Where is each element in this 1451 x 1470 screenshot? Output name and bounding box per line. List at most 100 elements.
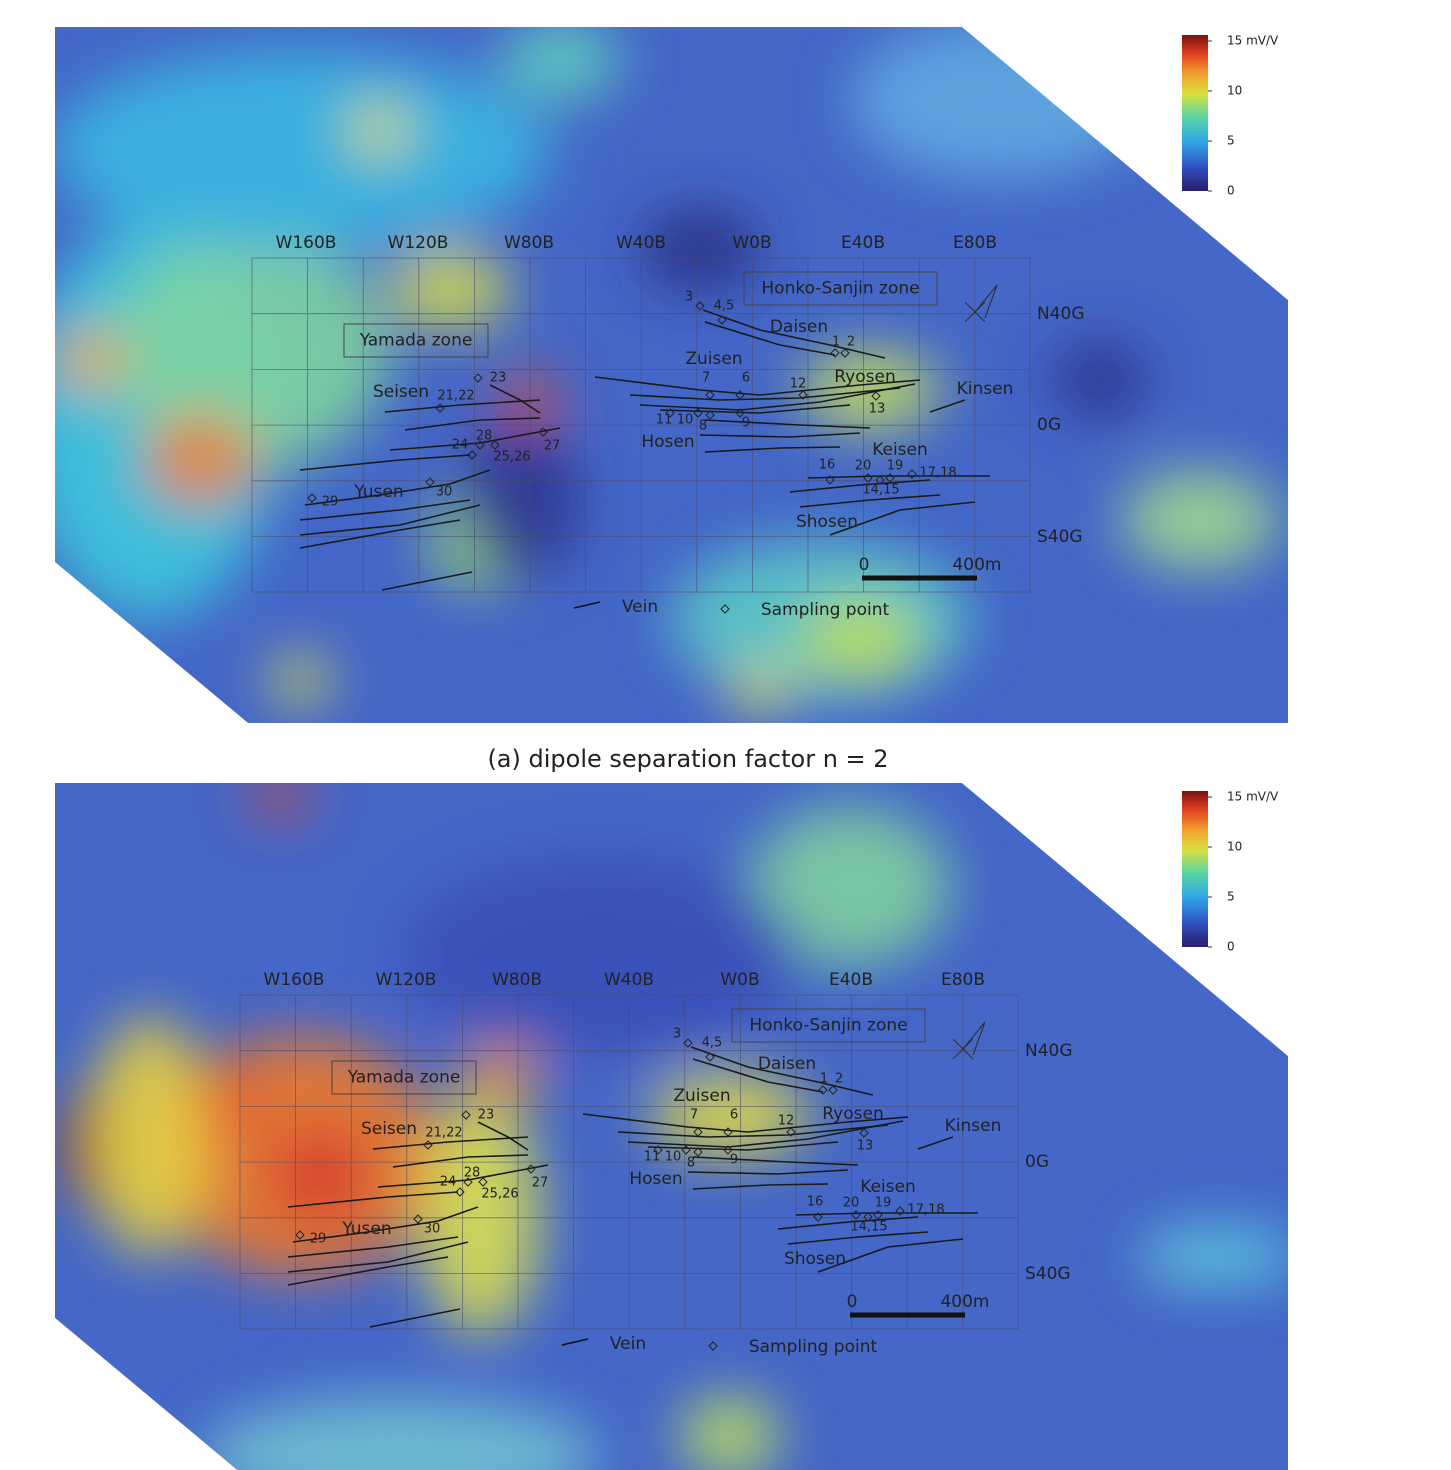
vein-line bbox=[392, 1154, 529, 1168]
grid-column-label: E40B bbox=[829, 970, 873, 990]
vein-line bbox=[777, 1216, 919, 1230]
sampling-point bbox=[295, 1230, 305, 1240]
sampling-point-label: 23 bbox=[490, 371, 507, 386]
heat-blob bbox=[800, 350, 940, 430]
sampling-point-label: 8 bbox=[687, 1156, 695, 1171]
heat-blob bbox=[270, 655, 330, 705]
sampling-point-label: 16 bbox=[819, 458, 836, 473]
sampling-point bbox=[863, 1212, 873, 1222]
grid-row-label: S40G bbox=[1025, 1264, 1071, 1284]
vein-line bbox=[787, 1231, 929, 1245]
sampling-point bbox=[705, 390, 715, 400]
sampling-point bbox=[871, 391, 881, 401]
sampling-point bbox=[840, 348, 850, 358]
heat-map bbox=[55, 783, 1288, 1470]
sampling-point-label: 10 bbox=[665, 1150, 682, 1165]
sampling-point bbox=[475, 440, 485, 450]
sampling-point bbox=[413, 1214, 423, 1224]
vein-line bbox=[594, 376, 921, 396]
vein-name: Seisen bbox=[373, 382, 429, 402]
zone-label: Yamada zone bbox=[359, 331, 473, 351]
colorbar-label: 15 mV/V bbox=[1227, 790, 1279, 804]
vein-line bbox=[687, 1169, 849, 1175]
vein-name: Keisen bbox=[860, 1177, 916, 1197]
heat-blob bbox=[110, 230, 390, 470]
heat-blob bbox=[460, 1046, 540, 1106]
zone-box bbox=[331, 1060, 477, 1095]
sampling-point-label: 27 bbox=[532, 1176, 549, 1191]
vein-line bbox=[384, 399, 541, 413]
sampling-point bbox=[693, 1127, 703, 1137]
sampling-point bbox=[735, 408, 745, 418]
scale-label: 0 bbox=[847, 1292, 858, 1312]
vein-line bbox=[304, 469, 491, 506]
grid-column-label: W80B bbox=[492, 970, 542, 990]
sampling-point-label: 14,15 bbox=[850, 1220, 887, 1235]
legend-label: Vein bbox=[622, 597, 658, 617]
vein-line bbox=[659, 404, 851, 414]
sampling-point bbox=[798, 390, 808, 400]
vein-line bbox=[702, 309, 886, 359]
heat-blob bbox=[350, 105, 410, 155]
sampling-point bbox=[423, 1140, 433, 1150]
heat-blob bbox=[55, 330, 125, 390]
sampling-point bbox=[705, 410, 715, 420]
sampling-point bbox=[665, 408, 675, 418]
sampling-point-label: 29 bbox=[310, 1232, 327, 1247]
grid-row-label: S40G bbox=[1037, 527, 1083, 547]
vein-line bbox=[287, 1191, 459, 1208]
sampling-point-label: 1 bbox=[832, 335, 840, 350]
grid-row-label: N40G bbox=[1025, 1041, 1073, 1061]
sampling-point-label: 16 bbox=[807, 1195, 824, 1210]
vein-name: Yusen bbox=[341, 1219, 391, 1239]
sampling-point-label: 21,22 bbox=[425, 1126, 462, 1141]
sampling-point bbox=[693, 1147, 703, 1157]
zone-label: Honko-Sanjin zone bbox=[761, 279, 919, 299]
vein-line bbox=[299, 519, 461, 549]
sampling-point bbox=[538, 427, 548, 437]
vein-name: Shosen bbox=[796, 512, 858, 532]
vein-name: Hosen bbox=[641, 432, 694, 452]
sampling-point bbox=[830, 348, 840, 358]
heat-blob bbox=[200, 1396, 600, 1470]
zone-box bbox=[343, 323, 489, 358]
sampling-point-label: 6 bbox=[730, 1108, 738, 1123]
heat-blob bbox=[750, 806, 950, 966]
colorbar-label: 0 bbox=[1227, 184, 1235, 198]
heat-blob bbox=[55, 50, 550, 250]
colorbar-label: 10 bbox=[1227, 84, 1242, 98]
zone-box bbox=[743, 271, 938, 306]
heat-blob bbox=[640, 210, 760, 290]
sampling-point bbox=[723, 1145, 733, 1155]
vein-line bbox=[299, 454, 471, 471]
sampling-point bbox=[875, 475, 885, 485]
heat-blobs bbox=[60, 783, 1288, 1470]
heat-blob bbox=[250, 783, 310, 816]
legend-label: Sampling point bbox=[749, 1337, 878, 1357]
vein-name: Kinsen bbox=[945, 1116, 1002, 1136]
scale-label: 0 bbox=[859, 555, 870, 575]
vein-name: Daisen bbox=[758, 1054, 816, 1074]
sampling-point bbox=[653, 1145, 663, 1155]
sampling-point bbox=[705, 1052, 715, 1062]
sampling-point bbox=[683, 1038, 693, 1048]
north-arrow bbox=[952, 1021, 986, 1060]
sampling-point-label: 13 bbox=[869, 402, 886, 417]
sampling-point-label: 14,15 bbox=[862, 483, 899, 498]
sampling-point-label: 29 bbox=[322, 495, 339, 510]
vein-line bbox=[287, 1236, 459, 1258]
grid-row-label: 0G bbox=[1037, 415, 1061, 435]
north-arrow bbox=[964, 284, 998, 323]
vein-name: Yusen bbox=[353, 482, 403, 502]
vein-line bbox=[627, 1120, 904, 1148]
sampling-point-label: 24 bbox=[440, 1175, 457, 1190]
sampling-point-label: 12 bbox=[778, 1114, 795, 1129]
vein-line bbox=[617, 1124, 889, 1138]
sampling-point bbox=[307, 493, 317, 503]
vein-line bbox=[929, 399, 966, 413]
sampling-point-label: 9 bbox=[730, 1153, 738, 1168]
grid-column-label: W120B bbox=[388, 233, 449, 253]
sampling-point bbox=[723, 1127, 733, 1137]
vein-name: Daisen bbox=[770, 317, 828, 337]
